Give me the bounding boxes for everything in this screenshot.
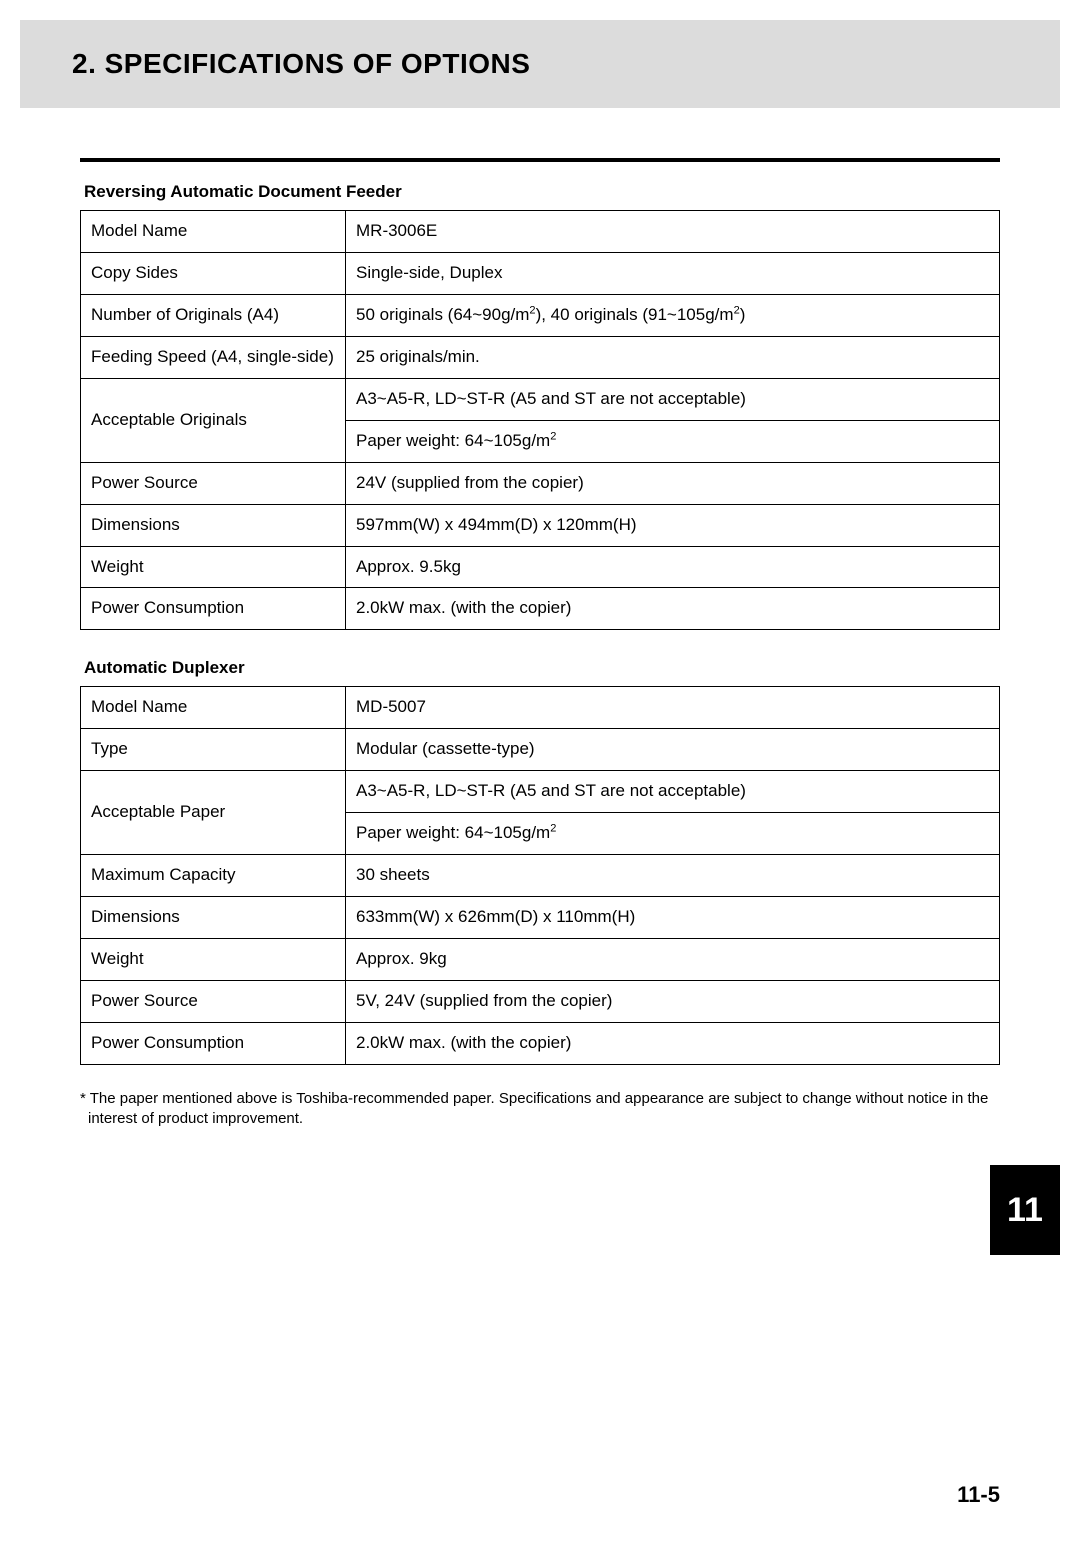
table-row: Model NameMR-3006E — [81, 211, 1000, 253]
spec-label: Power Consumption — [81, 1022, 346, 1064]
table-row: Dimensions597mm(W) x 494mm(D) x 120mm(H) — [81, 504, 1000, 546]
spec-value: 597mm(W) x 494mm(D) x 120mm(H) — [346, 504, 1000, 546]
spec-value: 30 sheets — [346, 855, 1000, 897]
table-row: Acceptable PaperA3~A5-R, LD~ST-R (A5 and… — [81, 771, 1000, 813]
table-row: Power Consumption2.0kW max. (with the co… — [81, 1022, 1000, 1064]
spec-label: Acceptable Paper — [81, 771, 346, 855]
spec-value: Paper weight: 64~105g/m2 — [346, 420, 1000, 462]
spec-label: Weight — [81, 939, 346, 981]
spec-label: Acceptable Originals — [81, 378, 346, 462]
spec-value: 633mm(W) x 626mm(D) x 110mm(H) — [346, 897, 1000, 939]
spec-label: Power Source — [81, 462, 346, 504]
section-tab: 11 — [990, 1165, 1060, 1255]
spec-value: Approx. 9kg — [346, 939, 1000, 981]
section2-table: Model NameMD-5007 TypeModular (cassette-… — [80, 686, 1000, 1064]
page-header: 2. SPECIFICATIONS OF OPTIONS — [20, 20, 1060, 108]
spec-value: Paper weight: 64~105g/m2 — [346, 813, 1000, 855]
spec-label: Number of Originals (A4) — [81, 294, 346, 336]
table-row: WeightApprox. 9.5kg — [81, 546, 1000, 588]
table-row: Copy SidesSingle-side, Duplex — [81, 252, 1000, 294]
footnote-text: * The paper mentioned above is Toshiba-r… — [80, 1089, 1000, 1130]
spec-value: A3~A5-R, LD~ST-R (A5 and ST are not acce… — [346, 771, 1000, 813]
table-row: Number of Originals (A4)50 originals (64… — [81, 294, 1000, 336]
section2-title: Automatic Duplexer — [84, 658, 1000, 678]
page-content: Reversing Automatic Document Feeder Mode… — [0, 158, 1080, 1129]
spec-label: Weight — [81, 546, 346, 588]
spec-label: Type — [81, 729, 346, 771]
table-row: Power Source5V, 24V (supplied from the c… — [81, 980, 1000, 1022]
spec-label: Power Source — [81, 980, 346, 1022]
spec-label: Copy Sides — [81, 252, 346, 294]
spec-label: Model Name — [81, 687, 346, 729]
spec-value: 5V, 24V (supplied from the copier) — [346, 980, 1000, 1022]
spec-value: Approx. 9.5kg — [346, 546, 1000, 588]
table-row: Feeding Speed (A4, single-side)25 origin… — [81, 336, 1000, 378]
spec-value: 50 originals (64~90g/m2), 40 originals (… — [346, 294, 1000, 336]
spec-label: Dimensions — [81, 897, 346, 939]
spec-value: 25 originals/min. — [346, 336, 1000, 378]
spec-value: MR-3006E — [346, 211, 1000, 253]
spec-label: Dimensions — [81, 504, 346, 546]
table-row: TypeModular (cassette-type) — [81, 729, 1000, 771]
table-row: Maximum Capacity30 sheets — [81, 855, 1000, 897]
spec-label: Feeding Speed (A4, single-side) — [81, 336, 346, 378]
spec-value: Modular (cassette-type) — [346, 729, 1000, 771]
section1-table: Model NameMR-3006E Copy SidesSingle-side… — [80, 210, 1000, 630]
table-row: WeightApprox. 9kg — [81, 939, 1000, 981]
page-title: 2. SPECIFICATIONS OF OPTIONS — [72, 48, 1060, 80]
table-row: Model NameMD-5007 — [81, 687, 1000, 729]
spec-label: Model Name — [81, 211, 346, 253]
table-row: Power Consumption2.0kW max. (with the co… — [81, 588, 1000, 630]
spec-value: Single-side, Duplex — [346, 252, 1000, 294]
section1-title: Reversing Automatic Document Feeder — [84, 182, 1000, 202]
table-row: Acceptable OriginalsA3~A5-R, LD~ST-R (A5… — [81, 378, 1000, 420]
page-number: 11-5 — [957, 1482, 1000, 1508]
table-row: Dimensions633mm(W) x 626mm(D) x 110mm(H) — [81, 897, 1000, 939]
table-row: Power Source24V (supplied from the copie… — [81, 462, 1000, 504]
spec-value: 2.0kW max. (with the copier) — [346, 1022, 1000, 1064]
spec-value: MD-5007 — [346, 687, 1000, 729]
spec-value: 2.0kW max. (with the copier) — [346, 588, 1000, 630]
divider-rule — [80, 158, 1000, 162]
spec-label: Maximum Capacity — [81, 855, 346, 897]
spec-value: A3~A5-R, LD~ST-R (A5 and ST are not acce… — [346, 378, 1000, 420]
spec-label: Power Consumption — [81, 588, 346, 630]
spec-value: 24V (supplied from the copier) — [346, 462, 1000, 504]
